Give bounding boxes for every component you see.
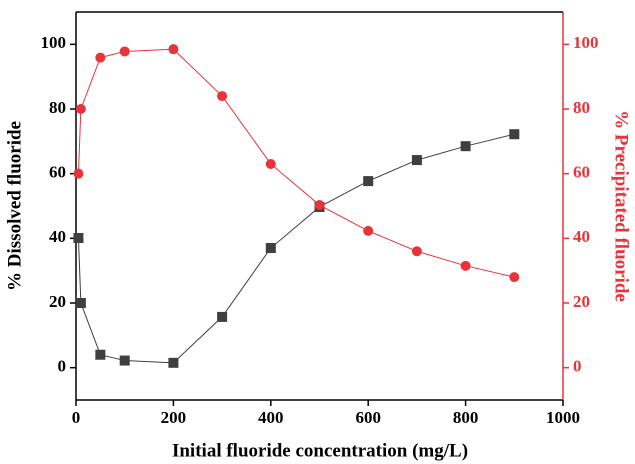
data-point xyxy=(168,44,179,55)
x-tick-label: 400 xyxy=(258,408,284,427)
data-point xyxy=(509,129,520,140)
y2-tick-label: 40 xyxy=(573,227,590,246)
data-point xyxy=(119,355,130,366)
data-point xyxy=(217,91,228,102)
x-tick-label: 200 xyxy=(161,408,187,427)
data-point xyxy=(363,176,374,187)
y2-tick-label: 60 xyxy=(573,163,590,182)
y2-axis-title: % Precipitated fluoride xyxy=(611,110,632,302)
data-point xyxy=(75,298,86,308)
data-point xyxy=(265,243,276,254)
data-point xyxy=(75,104,86,114)
series-line xyxy=(77,133,515,364)
data-point xyxy=(168,357,179,368)
y2-tick-label: 100 xyxy=(573,33,599,52)
data-point xyxy=(73,233,84,244)
y-tick-label: 0 xyxy=(58,357,67,376)
data-point xyxy=(460,260,471,271)
data-point xyxy=(411,246,422,257)
data-point xyxy=(95,52,106,63)
y-axis-title: % Dissolved fluoride xyxy=(4,121,25,291)
data-point xyxy=(119,46,130,57)
series-line xyxy=(77,48,515,278)
data-point xyxy=(265,158,276,169)
y-tick-label: 20 xyxy=(49,292,66,311)
x-axis-title: Initial fluoride concentration (mg/L) xyxy=(172,440,468,461)
data-point xyxy=(217,311,228,322)
x-tick-label: 0 xyxy=(72,408,81,427)
data-point xyxy=(95,349,106,360)
x-tick-label: 1000 xyxy=(546,408,580,427)
y-tick-label: 60 xyxy=(49,163,66,182)
data-point xyxy=(509,272,520,283)
data-point xyxy=(314,200,325,211)
y-tick-label: 80 xyxy=(49,98,66,117)
x-tick-label: 600 xyxy=(355,408,381,427)
y2-tick-label: 80 xyxy=(573,98,590,117)
x-tick-label: 800 xyxy=(453,408,479,427)
data-point xyxy=(73,168,84,179)
data-point xyxy=(363,225,374,236)
y-tick-label: 40 xyxy=(49,227,66,246)
y-tick-label: 100 xyxy=(41,33,67,52)
y2-tick-label: 0 xyxy=(573,357,582,376)
data-point xyxy=(460,141,471,152)
data-point xyxy=(411,155,422,166)
y2-tick-label: 20 xyxy=(573,292,590,311)
